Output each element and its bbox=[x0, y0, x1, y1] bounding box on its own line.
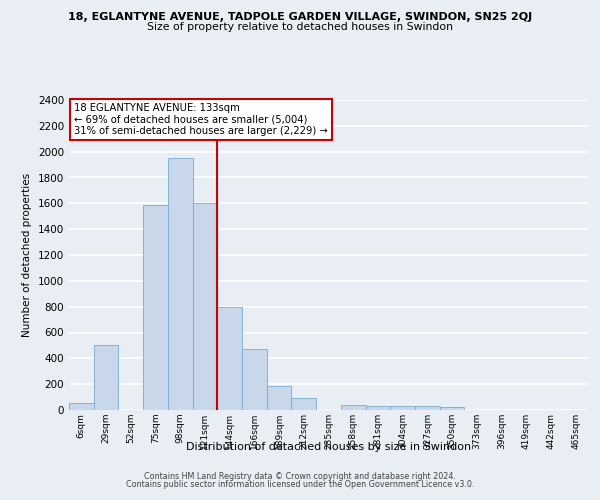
Text: 18, EGLANTYNE AVENUE, TADPOLE GARDEN VILLAGE, SWINDON, SN25 2QJ: 18, EGLANTYNE AVENUE, TADPOLE GARDEN VIL… bbox=[68, 12, 532, 22]
Bar bbox=[168, 158, 193, 410]
Text: Contains public sector information licensed under the Open Government Licence v3: Contains public sector information licen… bbox=[126, 480, 474, 489]
Bar bbox=[69, 403, 94, 410]
Bar bbox=[440, 408, 464, 410]
Text: Contains HM Land Registry data © Crown copyright and database right 2024.: Contains HM Land Registry data © Crown c… bbox=[144, 472, 456, 481]
Bar bbox=[341, 406, 365, 410]
Y-axis label: Number of detached properties: Number of detached properties bbox=[22, 173, 32, 337]
Bar bbox=[242, 350, 267, 410]
Text: Distribution of detached houses by size in Swindon: Distribution of detached houses by size … bbox=[186, 442, 472, 452]
Bar bbox=[94, 346, 118, 410]
Bar bbox=[267, 386, 292, 410]
Bar bbox=[390, 406, 415, 410]
Bar bbox=[193, 204, 217, 410]
Text: Size of property relative to detached houses in Swindon: Size of property relative to detached ho… bbox=[147, 22, 453, 32]
Bar bbox=[365, 406, 390, 410]
Bar bbox=[292, 398, 316, 410]
Text: 18 EGLANTYNE AVENUE: 133sqm
← 69% of detached houses are smaller (5,004)
31% of : 18 EGLANTYNE AVENUE: 133sqm ← 69% of det… bbox=[74, 103, 328, 136]
Bar bbox=[415, 406, 440, 410]
Bar bbox=[217, 306, 242, 410]
Bar bbox=[143, 204, 168, 410]
